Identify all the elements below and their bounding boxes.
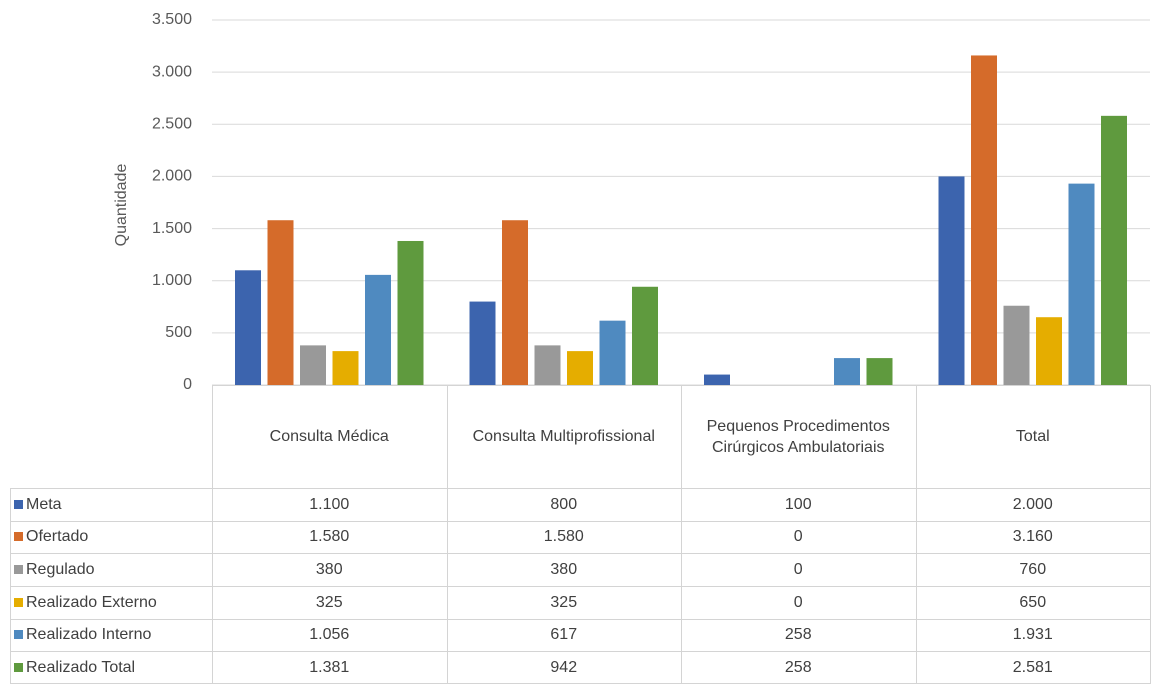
table-value: 1.580: [309, 528, 350, 546]
bar: [397, 240, 424, 385]
table-value: 942: [550, 659, 578, 677]
bar: [332, 351, 359, 385]
y-tick-label: 2.500: [152, 116, 192, 133]
bar: [534, 345, 561, 385]
y-tick-label: 3.000: [152, 63, 192, 80]
table-line: [681, 385, 682, 684]
bar: [1101, 115, 1127, 386]
legend-label: Realizado Total: [26, 659, 136, 677]
table-value: 617: [550, 626, 578, 644]
table-value: 1.100: [309, 495, 350, 513]
legend-entry: Meta: [10, 488, 212, 521]
legend-entry: Realizado Interno: [10, 619, 212, 652]
bar: [502, 220, 528, 385]
table-value: 800: [550, 495, 578, 513]
bar: [599, 320, 626, 385]
legend-label: Regulado: [26, 561, 95, 579]
table-value: 380: [550, 561, 578, 579]
table-line: [10, 488, 1150, 489]
bar: [971, 55, 997, 385]
legend-label: Meta: [26, 495, 62, 513]
table-value: 325: [315, 593, 343, 611]
bar: [704, 374, 730, 385]
legend-swatch: [14, 499, 23, 509]
legend-swatch: [14, 565, 23, 575]
legend-entry: Ofertado: [10, 521, 212, 554]
table-line: [10, 651, 1150, 653]
table-value: 380: [315, 561, 343, 579]
legend-swatch: [14, 597, 23, 607]
bar: [567, 351, 593, 385]
table-value: 0: [793, 561, 803, 579]
legend-swatch: [14, 630, 23, 640]
table-value: 258: [784, 626, 812, 644]
bar: [1068, 183, 1095, 385]
table-value: 1.056: [309, 626, 350, 644]
bar: [632, 286, 658, 385]
bar: [469, 301, 496, 385]
table-value: 0: [793, 593, 803, 611]
table-line: [915, 385, 917, 684]
y-tick-label: 2.000: [152, 168, 192, 185]
table-value: 100: [784, 495, 812, 513]
table-line: [10, 618, 1150, 620]
category-label: Consulta Médica: [269, 428, 389, 445]
category-label: Pequenos Procedimentos Cirúrgicos Ambula…: [706, 417, 890, 456]
table-value: 3.160: [1012, 528, 1053, 546]
bar: [267, 220, 294, 385]
table-value: 2.000: [1012, 495, 1053, 513]
y-tick-label: 500: [165, 324, 192, 341]
legend-entry: Regulado: [10, 553, 212, 586]
y-tick-label: 3.500: [152, 11, 192, 28]
bar: [1003, 305, 1030, 385]
table-line: [446, 385, 448, 684]
legend-label: Realizado Externo: [26, 593, 157, 611]
table-value: 1.931: [1012, 626, 1053, 644]
category-label: Consulta Multiprofissional: [472, 428, 655, 445]
table-line: [1150, 385, 1151, 684]
bar: [834, 358, 860, 385]
bar: [866, 358, 893, 385]
table-value: 1.580: [543, 528, 584, 546]
bar: [1036, 317, 1062, 385]
table-value: 325: [550, 593, 578, 611]
legend-entry: Realizado Externo: [10, 586, 212, 619]
y-tick-label: 0: [183, 376, 192, 393]
legend-swatch: [14, 532, 23, 542]
table-value: 1.381: [309, 659, 350, 677]
table-value: 650: [1019, 593, 1047, 611]
table-line: [10, 520, 1150, 522]
y-tick-label: 1.500: [152, 220, 192, 237]
legend-label: Realizado Interno: [26, 626, 152, 644]
table-value: 760: [1019, 561, 1047, 579]
table-line: [10, 586, 1150, 587]
y-tick-label: 1.000: [152, 272, 192, 289]
legend-swatch: [14, 663, 23, 673]
bar: [300, 345, 326, 385]
bar: [938, 176, 965, 385]
table-value: 258: [784, 659, 812, 677]
table-line: [10, 488, 11, 684]
legend-entry: Realizado Total: [10, 651, 212, 684]
table-value: 2.581: [1012, 659, 1053, 677]
bar: [235, 270, 261, 385]
category-label: Total: [1015, 428, 1050, 445]
table-value: 0: [793, 528, 803, 546]
table-line: [10, 553, 1150, 555]
y-axis-label: Quantidade: [113, 164, 130, 247]
bar: [365, 274, 391, 385]
legend-label: Ofertado: [26, 528, 89, 546]
table-line: [212, 385, 213, 684]
